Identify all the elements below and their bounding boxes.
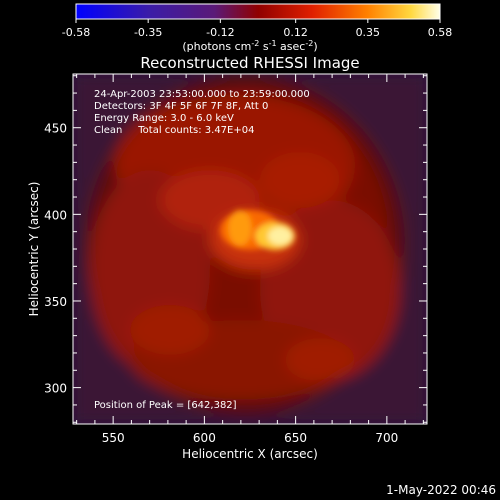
annotation-detectors: Detectors: 3F 4F 5F 6F 7F 8F, Att 0 — [94, 101, 268, 112]
y-tick-label: 400 — [44, 208, 67, 222]
y-axis-tick-labels: 300 350 400 450 — [44, 122, 67, 396]
annotation-block: 24-Apr-2003 23:53:00.000 to 23:59:00.000… — [94, 89, 310, 136]
colorbar: -0.58 -0.35 -0.12 0.12 0.35 0.58 (photons cm-… — [62, 3, 452, 53]
annotation-energy-range: Energy Range: 3.0 - 6.0 keV — [94, 113, 234, 124]
x-tick-label: 600 — [193, 431, 216, 445]
x-axis-title: Heliocentric X (arcsec) — [182, 447, 318, 461]
annotation-clean-counts: Clean Total counts: 3.47E+04 — [94, 125, 254, 136]
y-tick-label: 300 — [44, 382, 67, 396]
heatmap-peak — [220, 210, 295, 250]
y-tick-label: 350 — [44, 295, 67, 309]
colorbar-tick-label: 0.58 — [428, 26, 453, 39]
x-tick-label: 650 — [284, 431, 307, 445]
colorbar-tick-label: -0.12 — [206, 26, 234, 39]
y-axis-title: Heliocentric Y (arcsec) — [27, 182, 41, 317]
colorbar-unit-label: (photons cm-2 s-1 asec-2) — [182, 39, 317, 53]
heatmap-image — [73, 74, 427, 424]
colorbar-gradient — [75, 3, 441, 20]
y-axis-ticks — [73, 75, 427, 423]
colorbar-tick-label: -0.58 — [62, 26, 90, 39]
x-axis-tick-labels: 550 600 650 700 — [102, 431, 399, 445]
x-tick-label: 550 — [102, 431, 125, 445]
peak-position-label: Position of Peak = [642,382] — [94, 400, 237, 411]
colorbar-ticks — [75, 19, 441, 23]
x-tick-label: 700 — [375, 431, 398, 445]
colorbar-tick-label: 0.35 — [356, 26, 381, 39]
y-tick-label: 450 — [44, 122, 67, 136]
colorbar-tick-label: -0.35 — [134, 26, 162, 39]
colorbar-tick-label: 0.12 — [283, 26, 308, 39]
footer-timestamp: 1-May-2022 00:46 — [386, 483, 496, 497]
chart-title: Reconstructed RHESSI Image — [140, 54, 359, 72]
colorbar-tick-labels: -0.58 -0.35 -0.12 0.12 0.35 0.58 — [62, 26, 452, 39]
annotation-time-range: 24-Apr-2003 23:53:00.000 to 23:59:00.000 — [94, 89, 310, 100]
